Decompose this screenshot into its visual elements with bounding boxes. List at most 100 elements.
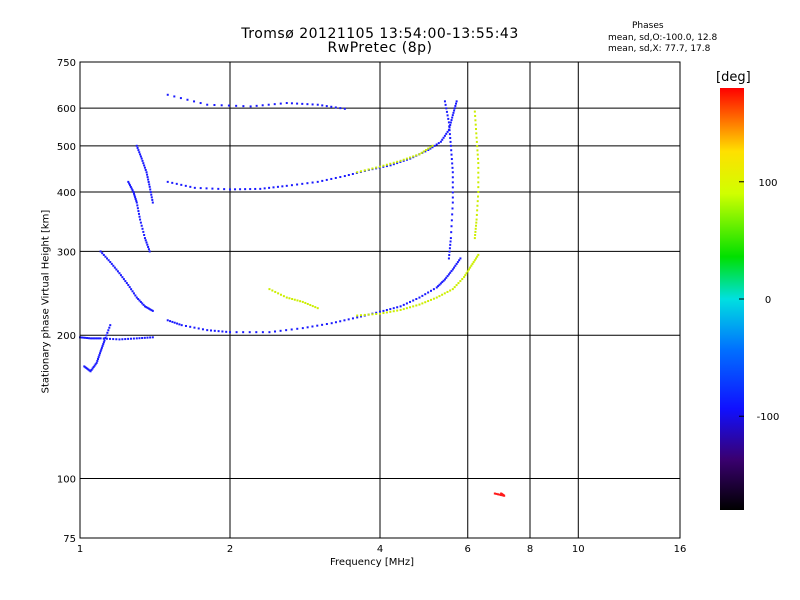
data-point [389,308,392,311]
colorbar-tick-label: 100 [758,178,777,189]
data-point [474,128,477,131]
data-point [392,163,395,166]
data-point [445,110,448,113]
data-point [151,198,154,201]
data-point [186,98,189,101]
data-point [109,337,112,340]
data-point [220,104,223,107]
data-point [450,270,453,273]
data-point [150,193,153,196]
data-point [140,224,143,227]
data-point [92,366,95,369]
data-point [149,308,152,311]
data-point [438,283,441,286]
data-point [321,323,324,326]
data-point [136,207,139,210]
data-point [290,328,293,331]
data-point [427,300,430,303]
data-point [130,337,133,340]
data-point [438,295,441,298]
data-point [334,106,337,109]
data-point [443,292,446,295]
data-point [451,181,454,184]
data-point [330,322,333,325]
data-point [125,282,128,285]
data-point [301,300,304,303]
data-point [149,336,152,339]
data-point [385,311,388,314]
data-point [263,187,266,190]
data-point [135,337,138,340]
grid [80,62,680,538]
data-point [175,182,178,185]
data-point [477,190,480,193]
data-point [234,188,237,191]
data-point [363,169,366,172]
data-point [425,149,428,152]
data-point [139,155,142,158]
data-point [459,280,462,283]
data-point [147,178,150,181]
data-point [133,194,136,197]
colorbar-tick-label: 0 [765,295,771,306]
data-point [427,148,430,151]
data-point [139,153,142,156]
data-point [272,186,275,189]
data-point [356,171,359,174]
data-point [476,153,479,156]
data-point [316,324,319,327]
data-point [105,337,108,340]
data-point [477,171,480,174]
data-point [145,306,148,309]
data-point [450,149,453,152]
data-point [385,165,388,168]
data-point [453,109,456,112]
data-point [135,144,138,147]
data-point [343,175,346,178]
data-point [496,493,499,496]
data-point [279,102,282,105]
data-point [431,144,434,147]
data-point [450,119,453,122]
data-point [104,336,107,339]
data-point [402,308,405,311]
data-point [209,329,212,332]
data-point [477,195,480,198]
data-point [454,264,457,267]
data-point [474,114,477,117]
data-point [244,188,247,191]
data-point [102,337,105,340]
data-point [149,191,152,194]
data-point [448,133,451,136]
data-point [430,298,433,301]
data-point [248,331,251,334]
data-point [447,117,450,120]
data-point [142,303,145,306]
data-point [389,164,392,167]
data-point [139,218,142,221]
data-point [137,212,140,215]
data-point [91,337,94,340]
y-tick-label: 400 [57,188,76,199]
data-point [451,201,454,204]
data-point [356,314,359,317]
data-point [301,182,304,185]
data-point [88,369,91,372]
data-point [451,171,454,174]
data-point [87,368,90,371]
data-point [134,294,137,297]
data-point [135,296,138,299]
data-point [184,184,187,187]
data-point [451,176,454,179]
data-point [138,215,141,218]
data-point [457,282,460,285]
data-point [495,492,498,495]
y-tick-label: 750 [57,58,76,69]
data-point [140,157,143,160]
data-point [412,155,415,158]
data-point [446,114,449,117]
data-point [110,262,113,265]
data-point [451,114,454,117]
data-point [255,331,258,334]
